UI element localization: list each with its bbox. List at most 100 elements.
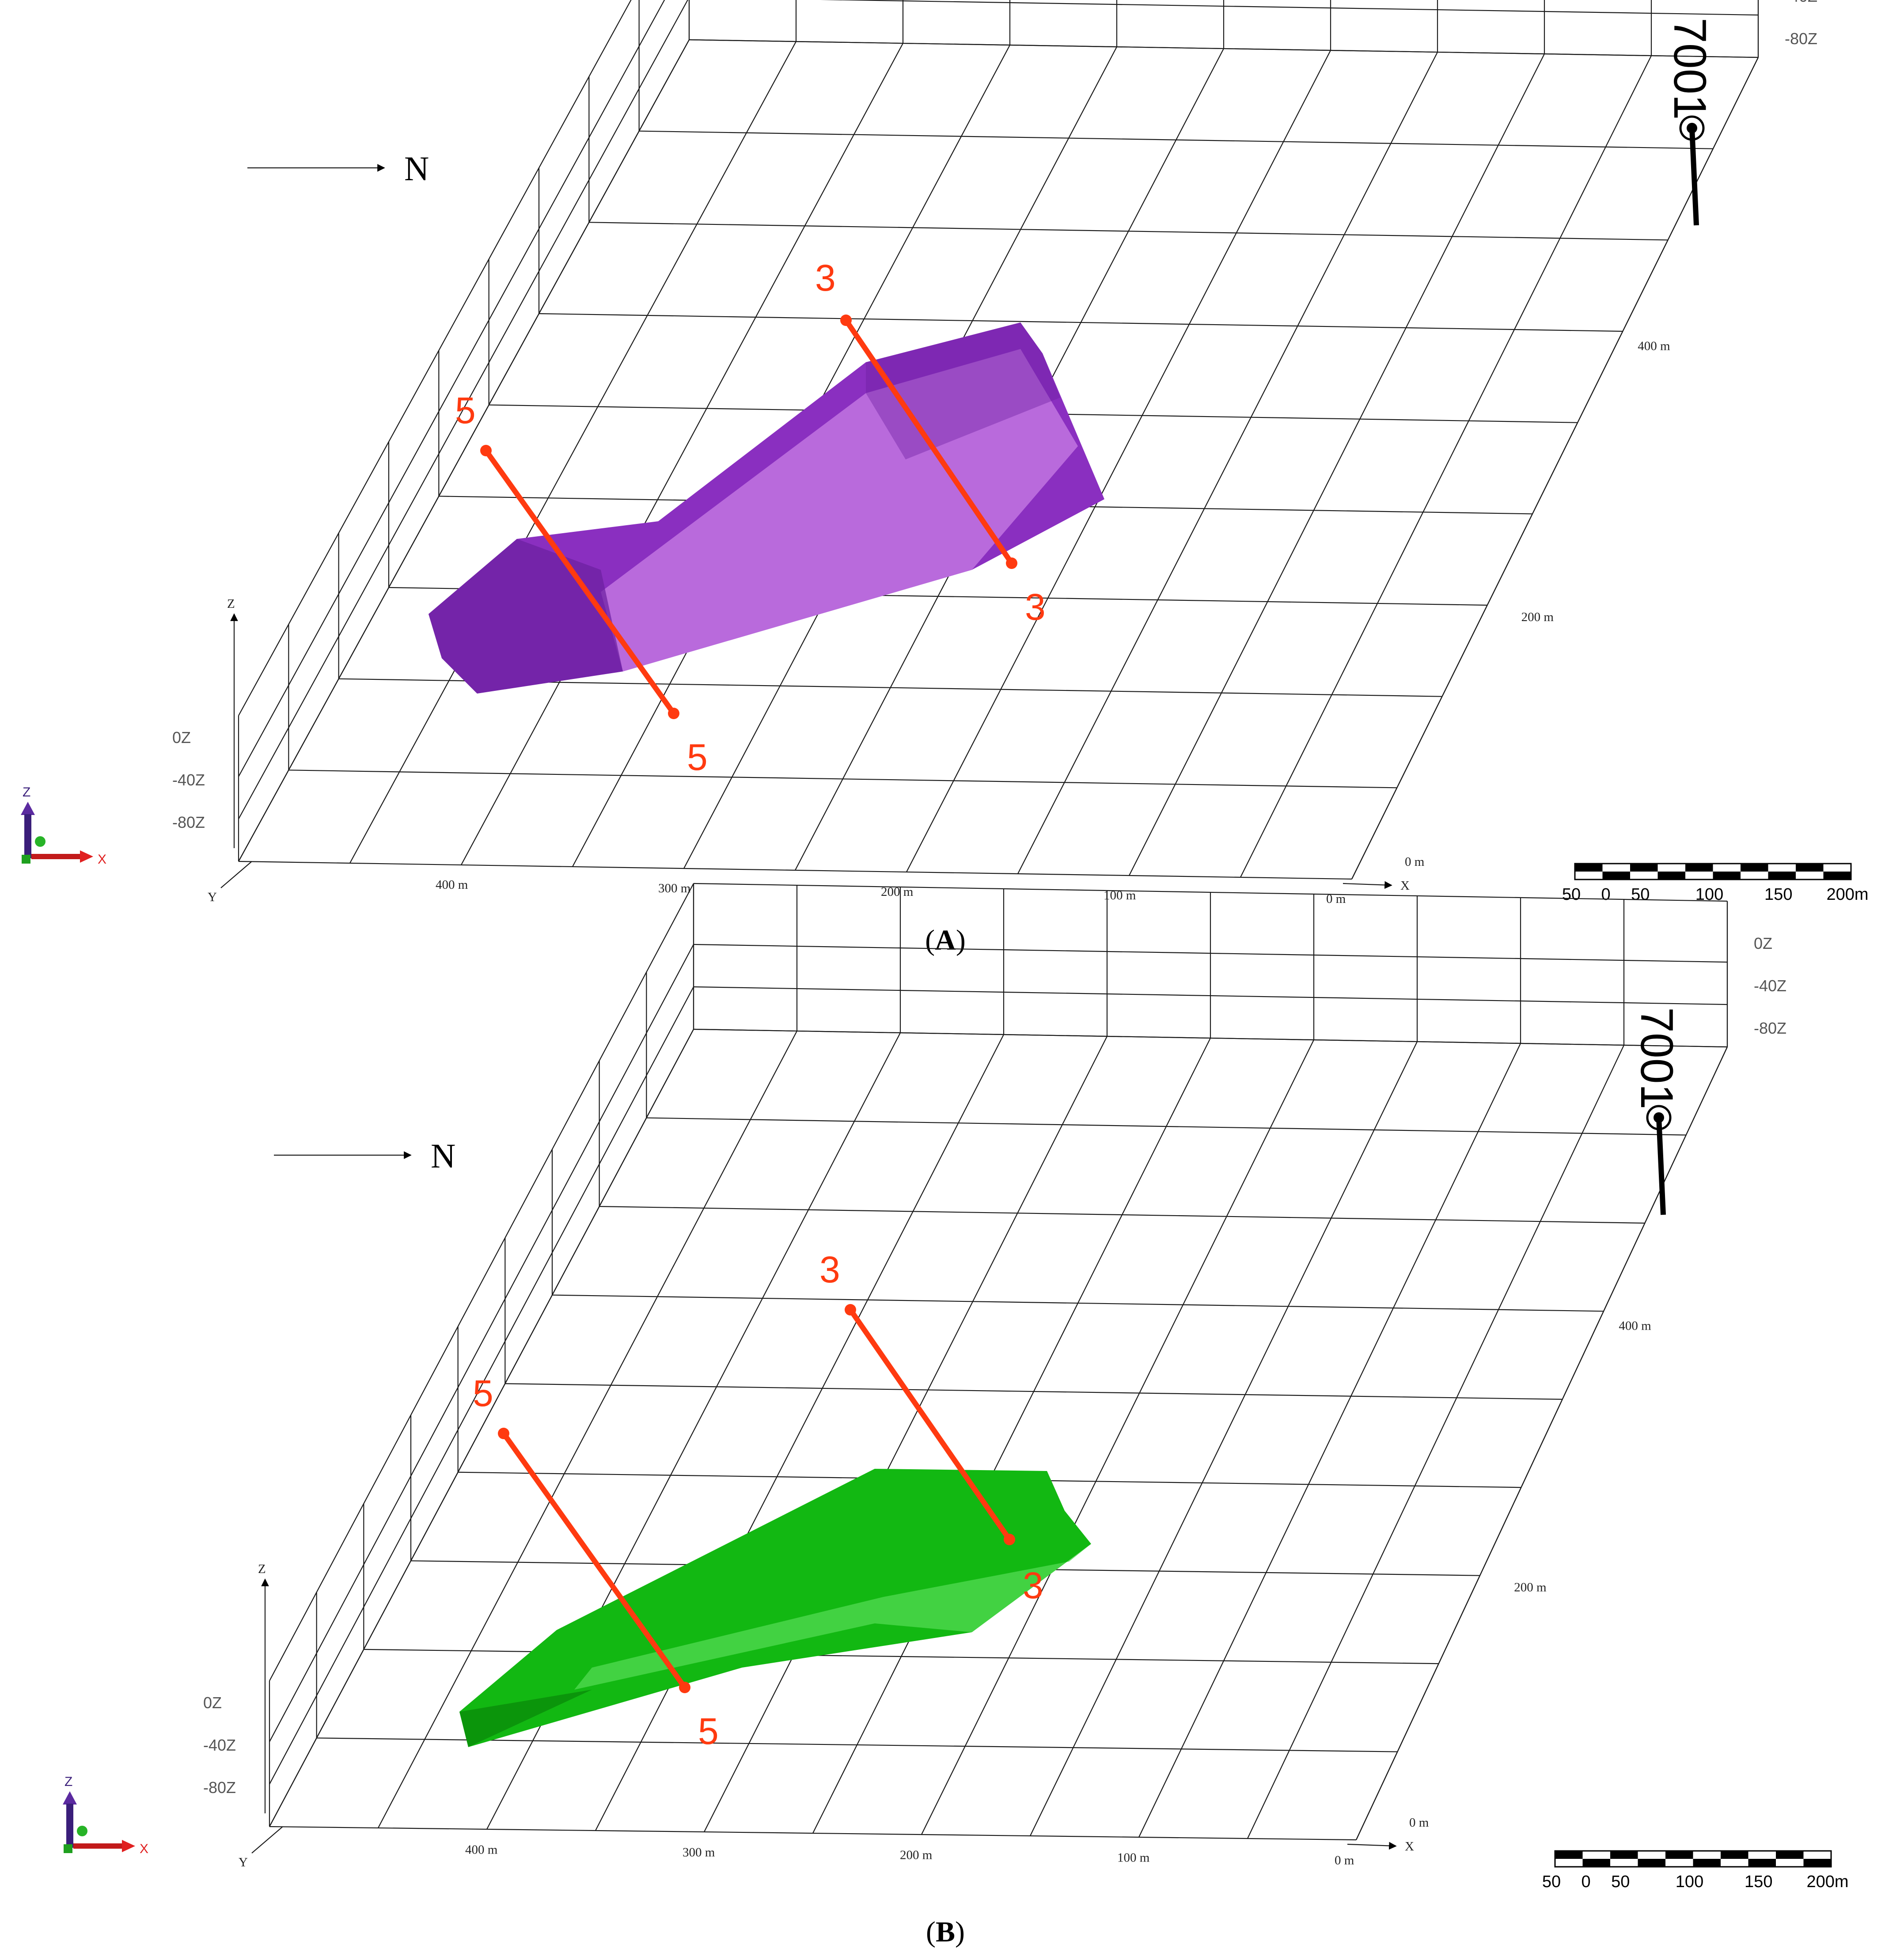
y-tick-label: 0 m bbox=[1409, 1816, 1429, 1830]
wall-horizontal-back bbox=[820, 0, 1759, 16]
grid-line-x bbox=[288, 770, 1397, 789]
scale-bar-segment bbox=[1665, 1851, 1693, 1859]
scale-bar-segment bbox=[1693, 1859, 1721, 1867]
grid-line-x bbox=[589, 222, 1668, 241]
y-tick-label: 0 m bbox=[1405, 855, 1425, 869]
z-level-label-left: -40Z bbox=[203, 1736, 236, 1754]
y-axis-label: Y bbox=[208, 890, 217, 904]
wall-horizontal-left bbox=[269, 944, 694, 1742]
wall-horizontal-left bbox=[238, 0, 665, 777]
z-axis-label: Z bbox=[227, 597, 235, 611]
scale-bar-segment bbox=[1555, 1851, 1583, 1859]
scale-bar-segment bbox=[1575, 864, 1603, 872]
scale-bar-segment bbox=[1721, 1851, 1748, 1859]
triad-origin-icon bbox=[22, 855, 30, 864]
scale-bar-label: 150 bbox=[1745, 1873, 1772, 1891]
x-axis-arrow bbox=[1343, 881, 1392, 889]
y-tick-label: 200 m bbox=[1514, 1581, 1547, 1595]
wall-horizontal-left bbox=[269, 986, 694, 1785]
z-level-label-left: -40Z bbox=[172, 771, 205, 789]
scale-bar: 50 0 50 100 150 200m bbox=[1542, 1850, 1849, 1891]
z-level-label-right: 0Z bbox=[1754, 934, 1772, 952]
section-label-end: 3 bbox=[1025, 586, 1046, 628]
grid-line-x bbox=[599, 1206, 1645, 1224]
wall-horizontal-left bbox=[238, 0, 688, 819]
scale-bar-segment bbox=[1638, 1859, 1665, 1867]
section-endpoint-icon bbox=[480, 445, 492, 456]
axis-triad: ZX bbox=[63, 1774, 148, 1856]
scale-bar-segment bbox=[1803, 1859, 1831, 1867]
y-axis-arrow bbox=[220, 861, 252, 888]
panel-label-paren-close: ) bbox=[956, 924, 966, 956]
y-tick-label: 200 m bbox=[1521, 610, 1554, 624]
well-trace bbox=[1656, 1117, 1666, 1215]
section-endpoint-icon bbox=[668, 708, 679, 719]
x-axis-arrow bbox=[1347, 1842, 1397, 1850]
wall-horizontal-left bbox=[238, 0, 632, 716]
scale-bar-label: 50 bbox=[1562, 885, 1581, 904]
scale-bar-label: 200m bbox=[1826, 885, 1868, 904]
z-level-label-right: -80Z bbox=[1754, 1019, 1786, 1037]
section-endpoint-icon bbox=[498, 1428, 509, 1439]
x-arrow-icon bbox=[122, 1840, 135, 1852]
grid-line-x bbox=[552, 1294, 1604, 1312]
scale-bar-label: 50 bbox=[1631, 885, 1650, 904]
x-tick-label: 0 m bbox=[1335, 1854, 1354, 1868]
section-endpoint-icon bbox=[840, 315, 852, 326]
scale-bar-segment bbox=[1776, 1851, 1804, 1859]
y-axis-label: Y bbox=[239, 1855, 248, 1869]
section-label-start: 3 bbox=[815, 257, 836, 299]
panel-label-paren-open: ( bbox=[926, 1916, 936, 1948]
scale-bar-label: 0 bbox=[1601, 885, 1611, 904]
section-endpoint-icon bbox=[1004, 1534, 1015, 1545]
grid-line-y bbox=[1030, 1041, 1418, 1836]
x-tick-label: 300 m bbox=[683, 1846, 715, 1860]
right-edge bbox=[1356, 1046, 1728, 1840]
grid-line-x bbox=[505, 1383, 1563, 1400]
scale-bar-segment bbox=[1657, 872, 1685, 880]
z-shaft-icon bbox=[24, 814, 31, 858]
grid-line-x bbox=[646, 1117, 1686, 1136]
panel-label: (B) bbox=[926, 1916, 965, 1948]
scale-bar-segment bbox=[1748, 1859, 1776, 1867]
scale-bar-segment bbox=[1796, 864, 1824, 872]
scale-bar-label: 50 bbox=[1611, 1873, 1630, 1891]
grid-line-x bbox=[639, 130, 1713, 149]
z-level-label-left: 0Z bbox=[203, 1694, 222, 1712]
north-label: N bbox=[404, 149, 429, 188]
scale-bar-label: 0 bbox=[1582, 1873, 1591, 1891]
scale-bar-segment bbox=[1768, 872, 1796, 880]
section-endpoint-icon bbox=[1006, 557, 1017, 569]
scale-bar-segment bbox=[1823, 872, 1851, 880]
triad-z-label: Z bbox=[64, 1774, 72, 1789]
wall-horizontal-left bbox=[238, 39, 690, 862]
y-tick-label: 400 m bbox=[1638, 339, 1670, 353]
panel-label: (A) bbox=[925, 924, 966, 956]
section-label-end: 3 bbox=[1023, 1565, 1043, 1606]
triad-x-label: X bbox=[98, 852, 106, 867]
x-arrow-icon bbox=[80, 850, 93, 863]
grid-line-y bbox=[906, 50, 1331, 872]
scale-bar-segment bbox=[1610, 1851, 1638, 1859]
grid-line-x bbox=[539, 313, 1623, 332]
section-line-3 bbox=[848, 1308, 1012, 1541]
well-label: 7001 bbox=[1664, 18, 1715, 120]
z-level-label-right: -80Z bbox=[1785, 30, 1817, 48]
x-tick-label: 100 m bbox=[1117, 1851, 1150, 1865]
z-level-label-right: -40Z bbox=[1785, 0, 1817, 5]
section-line-3 bbox=[844, 318, 1014, 565]
wall-horizontal-back bbox=[693, 944, 1728, 963]
grid-line-y bbox=[1129, 53, 1545, 876]
grid-line-y bbox=[378, 1031, 797, 1828]
z-arrow-icon bbox=[21, 802, 35, 815]
grid-line-x bbox=[269, 1826, 1357, 1841]
scale-bar-segment bbox=[1582, 1859, 1610, 1867]
section-label-end: 5 bbox=[687, 736, 708, 778]
triad-origin-icon bbox=[64, 1844, 72, 1853]
section-label-start: 3 bbox=[819, 1249, 840, 1290]
section-endpoint-icon bbox=[679, 1682, 690, 1693]
grid-box bbox=[238, 0, 1759, 880]
